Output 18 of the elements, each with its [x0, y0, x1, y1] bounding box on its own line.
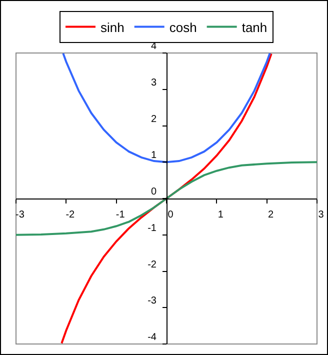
x-tick-label: -1	[116, 210, 126, 220]
legend-label: cosh	[169, 20, 197, 35]
x-tick-label: 3	[318, 210, 324, 220]
y-tick-label: -4	[148, 332, 157, 343]
legend-label: tanh	[242, 20, 268, 35]
y-tick-label: 2	[150, 114, 157, 125]
x-tick-label: 1	[218, 210, 224, 220]
y-tick-label: -2	[148, 259, 157, 270]
y-tick-label: 0	[150, 186, 157, 198]
y-tick-label: -3	[148, 296, 157, 307]
x-tick-label: -3	[16, 210, 25, 220]
x-tick-label: -2	[66, 210, 76, 220]
y-tick-label: -1	[148, 222, 157, 234]
x-tick-label: 2	[268, 210, 274, 220]
legend-label: sinh	[100, 20, 124, 35]
x-tick-label: 0	[168, 210, 174, 220]
y-tick-label: 1	[150, 150, 157, 162]
y-tick-label: 3	[150, 77, 157, 88]
